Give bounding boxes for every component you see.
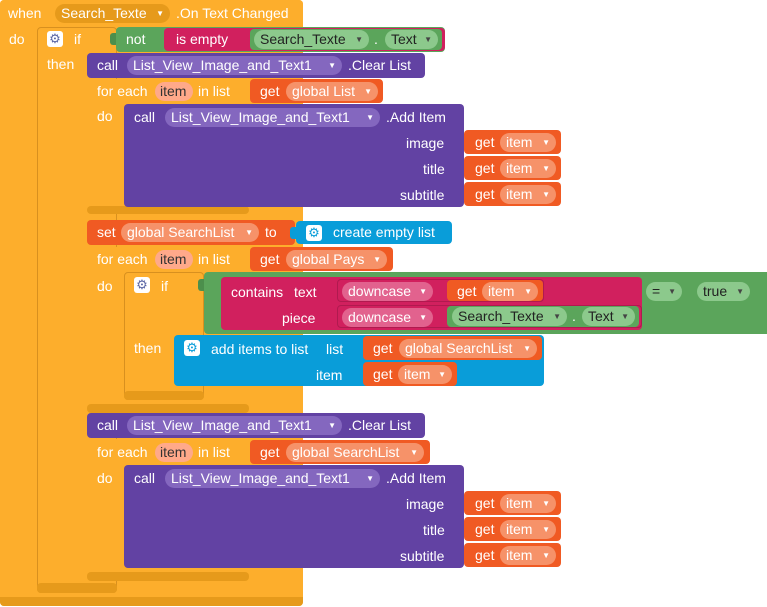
call-label: call bbox=[97, 417, 119, 433]
call-label: call bbox=[134, 470, 156, 486]
is-empty-label: is empty bbox=[176, 31, 229, 47]
subtitle-socket-label: subtitle bbox=[400, 187, 445, 203]
clear-list-component-dropdown[interactable]: List_View_Image_and_Text1 ▼ bbox=[127, 56, 342, 75]
clear-list-component-dropdown[interactable]: List_View_Image_and_Text1 ▼ bbox=[127, 416, 342, 435]
set-variable-dropdown[interactable]: global SearchList ▼ bbox=[121, 223, 259, 242]
get-label: get bbox=[475, 186, 495, 202]
for-each-label: for each bbox=[97, 251, 148, 267]
get-label: get bbox=[373, 366, 393, 382]
text-property-dropdown[interactable]: Text ▼ bbox=[582, 307, 635, 326]
loop-variable-item[interactable]: item bbox=[155, 250, 193, 269]
add-item-component-dropdown[interactable]: List_View_Image_and_Text1 ▼ bbox=[165, 469, 380, 488]
get-label: get bbox=[260, 444, 280, 460]
clear-list-method-label: .Clear List bbox=[348, 417, 412, 433]
text-component-dropdown[interactable]: Search_Texte ▼ bbox=[254, 30, 369, 49]
global-list-dropdown[interactable]: global List ▼ bbox=[286, 82, 378, 101]
text-socket-label: text bbox=[294, 284, 317, 300]
event-component-dropdown[interactable]: Search_Texte ▼ bbox=[55, 4, 170, 23]
dot-separator: . bbox=[374, 31, 378, 47]
get-label: get bbox=[475, 160, 495, 176]
event-do-label: do bbox=[9, 31, 25, 47]
item-dropdown[interactable]: item ▼ bbox=[398, 365, 452, 384]
get-label: get bbox=[457, 283, 477, 299]
then-label: then bbox=[134, 340, 162, 356]
then-label: then bbox=[47, 56, 75, 72]
title-socket-label: title bbox=[423, 161, 445, 177]
subtitle-socket-label: subtitle bbox=[400, 548, 445, 564]
create-empty-list-label: create empty list bbox=[333, 224, 435, 240]
item-dropdown[interactable]: item ▼ bbox=[500, 546, 556, 565]
global-searchlist-dropdown[interactable]: global SearchList ▼ bbox=[286, 443, 424, 462]
in-list-label: in list bbox=[198, 83, 230, 99]
loop-variable-item[interactable]: item bbox=[155, 82, 193, 101]
item-socket-label: item bbox=[316, 367, 343, 383]
get-label: get bbox=[373, 340, 393, 356]
add-item-component-dropdown[interactable]: List_View_Image_and_Text1 ▼ bbox=[165, 108, 380, 127]
item-dropdown[interactable]: item ▼ bbox=[500, 494, 556, 513]
for-each-do-label: do bbox=[97, 470, 113, 486]
in-list-label: in list bbox=[198, 251, 230, 267]
if-label: if bbox=[161, 278, 168, 294]
text-property-dropdown[interactable]: Text ▼ bbox=[385, 30, 438, 49]
get-label: get bbox=[260, 83, 280, 99]
loop-variable-item[interactable]: item bbox=[155, 443, 193, 462]
add-item-method-label: .Add Item bbox=[386, 470, 446, 486]
call-label: call bbox=[97, 57, 119, 73]
get-label: get bbox=[475, 495, 495, 511]
equals-operator-dropdown[interactable]: = ▼ bbox=[646, 282, 682, 301]
to-label: to bbox=[265, 224, 277, 240]
gear-icon[interactable]: ⚙ bbox=[134, 277, 150, 293]
if-label: if bbox=[74, 31, 81, 47]
item-dropdown[interactable]: item ▼ bbox=[500, 159, 556, 178]
gear-icon[interactable]: ⚙ bbox=[47, 31, 63, 47]
contains-label: contains bbox=[231, 284, 284, 300]
item-dropdown[interactable]: item ▼ bbox=[482, 282, 538, 301]
global-searchlist-dropdown[interactable]: global SearchList ▼ bbox=[399, 339, 537, 358]
add-item-method-label: .Add Item bbox=[386, 109, 446, 125]
downcase-dropdown[interactable]: downcase ▼ bbox=[342, 282, 433, 301]
not-label: not bbox=[126, 31, 146, 47]
add-items-to-list-label: add items to list bbox=[211, 341, 309, 357]
in-list-label: in list bbox=[198, 444, 230, 460]
for-each-label: for each bbox=[97, 83, 148, 99]
downcase-dropdown[interactable]: downcase ▼ bbox=[342, 308, 433, 327]
global-pays-dropdown[interactable]: global Pays ▼ bbox=[286, 250, 387, 269]
when-label: when bbox=[8, 5, 42, 21]
item-dropdown[interactable]: item ▼ bbox=[500, 133, 556, 152]
get-label: get bbox=[260, 251, 280, 267]
dot-separator: . bbox=[572, 308, 576, 324]
for-each-do-label: do bbox=[97, 278, 113, 294]
get-label: get bbox=[475, 547, 495, 563]
clear-list-method-label: .Clear List bbox=[348, 57, 412, 73]
gear-icon[interactable]: ⚙ bbox=[306, 225, 322, 241]
get-label: get bbox=[475, 521, 495, 537]
for-each-label: for each bbox=[97, 444, 148, 460]
image-socket-label: image bbox=[406, 135, 445, 151]
item-dropdown[interactable]: item ▼ bbox=[500, 185, 556, 204]
image-socket-label: image bbox=[406, 496, 445, 512]
get-label: get bbox=[475, 134, 495, 150]
set-label: set bbox=[97, 224, 116, 240]
dropdown-arrow-icon: ▼ bbox=[156, 9, 164, 18]
call-label: call bbox=[134, 109, 156, 125]
create-empty-list-block[interactable] bbox=[296, 221, 452, 244]
true-value[interactable]: true ▼ bbox=[697, 282, 750, 301]
text-component-dropdown[interactable]: Search_Texte ▼ bbox=[452, 307, 567, 326]
piece-socket-label: piece bbox=[282, 310, 316, 326]
gear-icon[interactable]: ⚙ bbox=[184, 340, 200, 356]
title-socket-label: title bbox=[423, 522, 445, 538]
for-each-do-label: do bbox=[97, 108, 113, 124]
event-handler-label: .On Text Changed bbox=[176, 5, 289, 21]
list-socket-label: list bbox=[326, 341, 344, 357]
item-dropdown[interactable]: item ▼ bbox=[500, 520, 556, 539]
